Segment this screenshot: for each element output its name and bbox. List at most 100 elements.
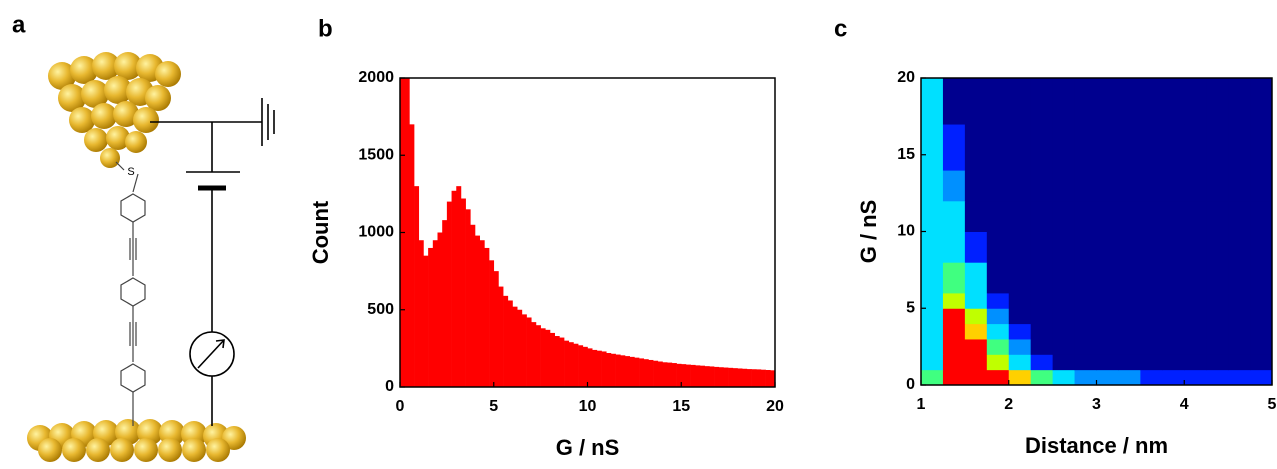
heat-cell — [921, 231, 944, 263]
bar — [507, 300, 513, 387]
heat-cell — [1184, 262, 1207, 294]
heat-cell — [1074, 369, 1097, 386]
bar — [535, 325, 541, 387]
heat-cell — [1206, 78, 1229, 125]
heat-cell — [964, 292, 988, 309]
heat-cell — [1206, 323, 1229, 340]
heat-cell — [942, 369, 966, 386]
heat-cell — [921, 308, 944, 325]
heat-cell — [964, 124, 988, 171]
heat-cell — [1228, 231, 1251, 263]
heat-cell — [1052, 200, 1076, 232]
heat-cell — [942, 170, 966, 202]
y-tick-label: 500 — [367, 301, 394, 318]
heat-cell — [1008, 262, 1032, 294]
heat-cell — [1030, 124, 1054, 171]
bar — [742, 368, 748, 387]
heat-cell — [942, 231, 966, 263]
heat-cell — [1118, 170, 1141, 202]
x-tick-label: 4 — [1180, 396, 1189, 413]
heat-cell — [942, 262, 966, 294]
heat-cell — [1096, 292, 1119, 309]
heat-cell — [1228, 78, 1251, 125]
heat-cell — [1206, 369, 1229, 386]
heat-cell — [964, 231, 988, 263]
bar — [446, 201, 452, 387]
heat-cell — [1052, 369, 1076, 386]
y-tick-label: 0 — [385, 378, 394, 395]
heat-cell — [1250, 323, 1273, 340]
heat-cell — [986, 231, 1010, 263]
bar — [643, 359, 649, 387]
heat-cell — [1096, 354, 1119, 371]
y-tick-label: 20 — [897, 69, 915, 86]
heat-cell — [1074, 124, 1097, 171]
heat-cell — [1118, 308, 1141, 325]
heat-cell — [1162, 78, 1185, 125]
bar — [418, 240, 424, 387]
x-axis-label: Distance / nm — [1025, 433, 1168, 458]
heat-cell — [1074, 78, 1097, 125]
heat-cell — [1074, 262, 1097, 294]
x-tick-label: 2 — [1004, 396, 1013, 413]
gold-substrate — [27, 419, 246, 462]
bar — [451, 190, 457, 387]
heat-cell — [964, 78, 988, 125]
heat-cell — [1162, 124, 1185, 171]
heat-cell — [1074, 292, 1097, 309]
bar — [550, 332, 555, 387]
heat-cell — [921, 262, 944, 294]
bar — [625, 356, 630, 387]
bar — [404, 78, 410, 387]
bar — [610, 353, 616, 387]
heat-cell — [1008, 231, 1032, 263]
heat-cell — [942, 354, 966, 371]
heat-cell — [921, 78, 944, 125]
bar — [629, 356, 635, 387]
heat-cell — [921, 292, 944, 309]
bar — [667, 362, 673, 387]
heat-cell — [1096, 231, 1119, 263]
bar — [460, 198, 466, 387]
heat-cell — [1250, 231, 1273, 263]
heat-cell — [964, 170, 988, 202]
heat-cell — [964, 308, 988, 325]
bar — [760, 369, 766, 387]
x-tick-label: 15 — [672, 398, 690, 415]
heat-cell — [1052, 231, 1076, 263]
bar — [709, 366, 715, 387]
bar — [728, 367, 734, 387]
bar — [465, 209, 471, 387]
x-tick-label: 10 — [579, 398, 597, 415]
bar — [639, 358, 645, 387]
heat-cell — [1074, 200, 1097, 232]
heat-cell — [1228, 262, 1251, 294]
heat-cell — [1228, 354, 1251, 371]
heat-cell — [986, 200, 1010, 232]
heat-cell — [1008, 292, 1032, 309]
heat-cell — [1184, 124, 1207, 171]
heat-cell — [1096, 78, 1119, 125]
heat-cell — [1074, 231, 1097, 263]
heat-cell — [1184, 338, 1207, 355]
heat-cell — [1162, 170, 1185, 202]
heat-cell — [1228, 338, 1251, 355]
bar — [770, 370, 776, 387]
heat-cell — [1162, 338, 1185, 355]
heat-cell — [1074, 323, 1097, 340]
chart — [400, 78, 776, 387]
bar — [657, 361, 663, 387]
heat-cell — [1206, 262, 1229, 294]
bar — [479, 240, 485, 387]
bar — [526, 317, 532, 387]
sulfur-label: S — [127, 166, 134, 178]
heat-cell — [1140, 231, 1163, 263]
bar — [671, 363, 677, 387]
heat-cell — [1008, 323, 1032, 340]
bar — [732, 368, 738, 387]
heat-cell — [1162, 308, 1185, 325]
heat-cell — [1206, 231, 1229, 263]
heat-cell — [1052, 124, 1076, 171]
heat-cell — [942, 323, 966, 340]
heat-cell — [942, 292, 966, 309]
